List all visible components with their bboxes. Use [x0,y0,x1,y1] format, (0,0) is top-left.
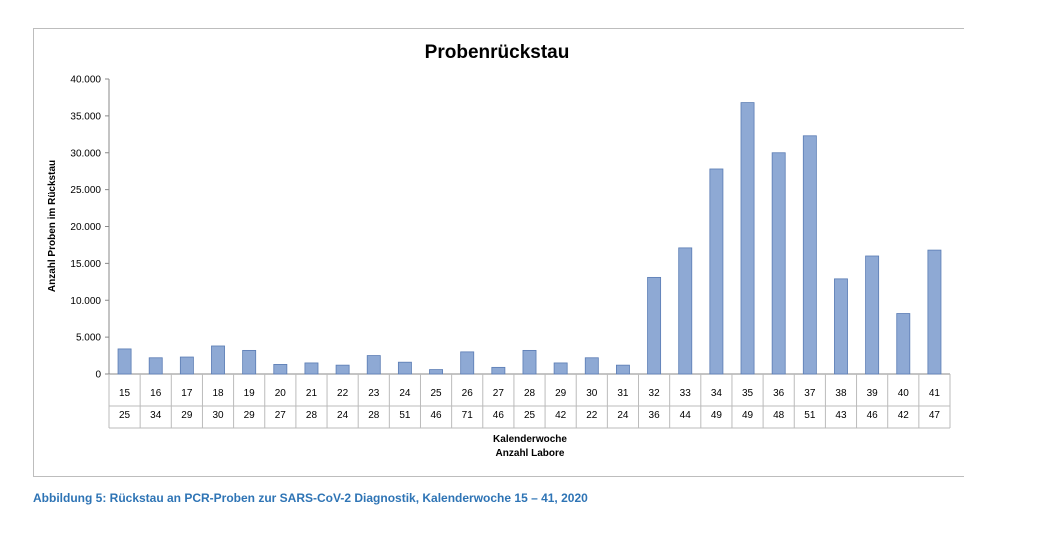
x-tick-label-labs: 25 [524,410,536,421]
x-tick-label-week: 28 [524,388,536,399]
x-tick-label-labs: 51 [399,410,411,421]
y-tick-label: 0 [95,370,101,381]
bar [117,348,132,375]
x-tick-label-week: 36 [773,388,785,399]
x-tick-label-labs: 22 [586,410,598,421]
x-tick-label-labs: 48 [773,410,785,421]
bar [616,364,630,375]
y-axis-label: Anzahl Proben im Rückstau [47,160,58,292]
x-axis-label-line1: Kalenderwoche [493,434,567,445]
x-tick-label-labs: 28 [306,410,318,421]
bar [709,168,724,375]
y-tick-label: 35.000 [70,111,101,122]
x-tick-label-week: 37 [804,388,816,399]
bar [491,366,506,375]
y-tick-label: 5.000 [76,333,101,344]
bar [335,364,350,375]
bar [179,356,194,375]
bar [366,355,381,375]
x-tick-label-week: 25 [430,388,442,399]
x-tick-label-week: 26 [462,388,474,399]
y-tick-label: 30.000 [70,148,101,159]
x-tick-label-labs: 36 [649,410,661,421]
bar [242,349,257,375]
x-tick-label-week: 39 [867,388,879,399]
x-axis-label-line2: Anzahl Labore [496,448,565,459]
bar [304,362,319,375]
bar [834,278,848,375]
bar [927,249,942,375]
bar [460,351,475,375]
x-tick-label-week: 23 [368,388,380,399]
x-tick-label-labs: 49 [711,410,723,421]
x-tick-label-labs: 46 [430,410,442,421]
bar [802,135,817,375]
x-tick-label-labs: 47 [929,410,941,421]
bar [397,361,412,375]
x-tick-label-week: 20 [275,388,287,399]
x-tick-label-week: 32 [649,388,661,399]
x-tick-label-week: 41 [929,388,941,399]
x-tick-label-week: 38 [835,388,847,399]
x-tick-label-labs: 43 [835,410,847,421]
x-tick-label-labs: 51 [804,410,816,421]
bar [896,313,911,375]
x-tick-label-week: 29 [555,388,567,399]
bar [273,364,288,375]
chart-frame [33,28,964,477]
x-tick-label-labs: 27 [275,410,287,421]
x-tick-label-labs: 44 [680,410,692,421]
x-tick-label-week: 31 [617,388,629,399]
figure-caption: Abbildung 5: Rückstau an PCR-Proben zur … [33,491,588,505]
x-tick-label-week: 17 [181,388,193,399]
x-tick-label-week: 19 [244,388,256,399]
bar [865,255,880,375]
bar [678,247,693,375]
y-tick-label: 40.000 [70,75,101,86]
bar [584,357,599,375]
x-tick-label-week: 27 [493,388,505,399]
x-tick-label-labs: 46 [867,410,879,421]
x-tick-label-week: 15 [119,388,131,399]
x-tick-label-labs: 30 [212,410,224,421]
bar [553,362,568,375]
bar [740,102,755,375]
x-tick-label-labs: 29 [244,410,256,421]
x-tick-label-labs: 49 [742,410,754,421]
x-tick-label-labs: 46 [493,410,505,421]
bar [211,345,225,375]
x-tick-label-week: 22 [337,388,349,399]
bar [429,369,443,375]
x-tick-label-week: 40 [898,388,910,399]
y-tick-label: 25.000 [70,185,101,196]
x-tick-label-week: 24 [399,388,411,399]
x-tick-label-labs: 34 [150,410,162,421]
x-tick-label-labs: 42 [898,410,910,421]
x-tick-label-labs: 24 [617,410,629,421]
x-tick-label-labs: 42 [555,410,567,421]
x-tick-label-week: 33 [680,388,692,399]
x-tick-label-week: 21 [306,388,318,399]
y-tick-label: 20.000 [70,222,101,233]
bar [647,276,662,375]
bar [522,349,537,375]
x-tick-label-week: 35 [742,388,754,399]
bar [148,357,163,375]
x-tick-label-labs: 25 [119,410,131,421]
x-tick-label-labs: 71 [462,410,474,421]
x-tick-label-week: 30 [586,388,598,399]
x-tick-label-week: 18 [212,388,224,399]
x-tick-label-week: 16 [150,388,162,399]
y-tick-label: 10.000 [70,296,101,307]
chart-title: Probenrückstau [425,42,570,63]
x-tick-label-labs: 29 [181,410,193,421]
y-tick-label: 15.000 [70,259,101,270]
x-tick-label-week: 34 [711,388,723,399]
x-tick-label-labs: 28 [368,410,380,421]
bar [771,152,786,375]
x-tick-label-labs: 24 [337,410,349,421]
